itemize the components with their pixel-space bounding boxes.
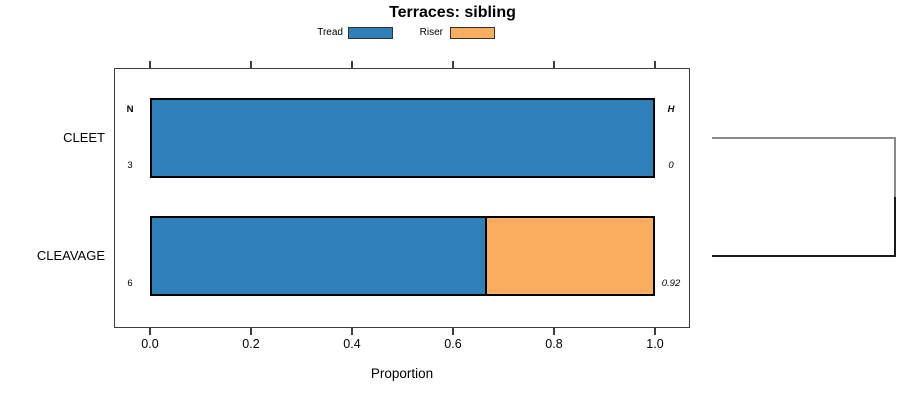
legend-label-tread: Tread <box>317 27 343 38</box>
annotation-n-header: N <box>126 104 134 115</box>
x-tick-top <box>149 61 151 68</box>
annotation-h-header: H <box>667 104 675 115</box>
legend-swatch-riser <box>450 27 495 39</box>
x-tick-bottom <box>250 328 252 335</box>
x-tick-label: 0.4 <box>343 337 361 351</box>
bar-cleavage <box>150 216 655 296</box>
x-tick-label: 1.0 <box>646 337 664 351</box>
x-tick-bottom <box>351 328 353 335</box>
x-tick-top <box>553 61 555 68</box>
annotation-n-value: 3 <box>127 160 133 171</box>
annotation-h-value: 0 <box>668 160 674 171</box>
x-tick-bottom <box>654 328 656 335</box>
x-tick-label: 0.8 <box>545 337 563 351</box>
annotation-h-value: 0.92 <box>661 278 681 289</box>
x-tick-top <box>250 61 252 68</box>
bar-segment-riser <box>484 218 653 294</box>
plot-area <box>114 68 690 328</box>
bracket-lower-arm <box>712 255 896 257</box>
bracket-vertical-lower <box>894 197 896 257</box>
bar-segment-tread <box>152 100 653 176</box>
x-tick-top <box>654 61 656 68</box>
bracket-vertical-upper <box>894 137 896 197</box>
bracket-upper-arm <box>712 137 896 139</box>
x-tick-bottom <box>553 328 555 335</box>
bar-segment-tread <box>152 218 485 294</box>
category-label: CLEAVAGE <box>36 248 105 263</box>
x-tick-bottom <box>149 328 151 335</box>
x-tick-label: 0.0 <box>141 337 159 351</box>
category-label: CLEET <box>63 130 105 145</box>
legend-swatch-tread <box>348 27 393 39</box>
x-tick-top <box>351 61 353 68</box>
annotation-n-value: 6 <box>127 278 133 289</box>
x-tick-label: 0.2 <box>242 337 260 351</box>
x-axis-title: Proportion <box>370 366 434 381</box>
x-tick-bottom <box>452 328 454 335</box>
x-tick-top <box>452 61 454 68</box>
x-tick-label: 0.6 <box>444 337 462 351</box>
legend-label-riser: Riser <box>419 27 443 38</box>
bar-cleet <box>150 98 655 178</box>
chart-title: Terraces: sibling <box>389 4 516 21</box>
